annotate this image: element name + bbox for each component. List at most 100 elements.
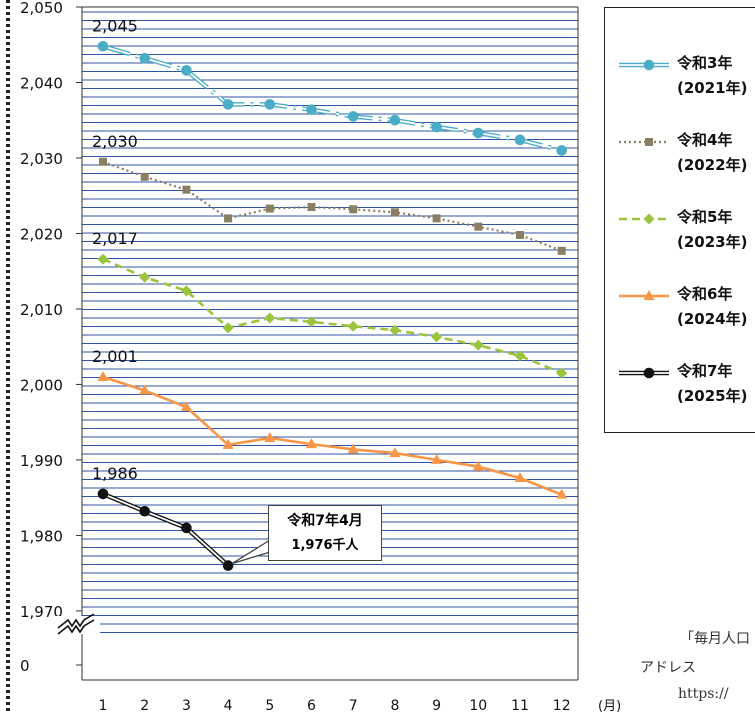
legend: 令和3年 (2021年) 令和4年 (2022年) 令和5年 (2023年) 令… — [604, 7, 755, 433]
data-point — [307, 203, 316, 212]
data-point — [431, 121, 442, 133]
data-point — [224, 214, 233, 223]
x-tick-label: 12 — [553, 698, 571, 713]
data-point — [264, 99, 276, 110]
x-tick-label: 3 — [182, 698, 191, 713]
legend-symbol-r3 — [619, 59, 669, 71]
y-tick-label: 2,020 — [20, 225, 63, 243]
data-point — [643, 59, 655, 71]
legend-item-r6: 令和6年 (2024年) — [605, 283, 755, 333]
data-point — [431, 331, 443, 343]
legend-year-r4: (2022年) — [677, 156, 748, 174]
data-point — [139, 505, 150, 517]
y-tick-label: 0 — [20, 657, 30, 675]
x-tick-label: 11 — [511, 698, 529, 713]
data-point — [473, 127, 484, 139]
labels-layer: 2,045 2,030 2,017 2,001 1,986 — [92, 16, 271, 565]
legend-symbol-r6 — [619, 290, 669, 300]
data-point — [347, 111, 359, 122]
data-point — [264, 312, 276, 324]
annotation-line1: 令和7年4月 — [287, 513, 363, 529]
data-point — [97, 370, 109, 381]
data-point — [139, 271, 151, 283]
legend-year-r6: (2024年) — [677, 310, 748, 328]
data-point — [347, 320, 359, 332]
data-point — [222, 560, 234, 571]
legend-symbol-r7 — [619, 367, 669, 379]
data-point — [181, 65, 192, 76]
x-tick-label: 1 — [99, 698, 108, 713]
series-first-value-label: 1,986 — [92, 464, 138, 483]
data-point — [222, 99, 234, 110]
data-point — [99, 157, 107, 166]
legend-symbol-r5 — [619, 213, 669, 225]
legend-name-r6: 令和6年 — [677, 285, 733, 303]
data-point — [140, 172, 149, 181]
x-tick-label: 2 — [140, 698, 149, 713]
source-note-line3: https:// — [678, 686, 729, 702]
data-point — [389, 324, 401, 336]
series-line-inner — [102, 45, 562, 152]
series-line-inner — [102, 493, 229, 567]
y-tick-label: 2,000 — [20, 376, 63, 394]
y-tick-label: 1,980 — [20, 527, 63, 545]
y-tick-label: 2,040 — [20, 74, 63, 92]
legend-name-r5: 令和5年 — [677, 208, 733, 226]
series-line — [102, 257, 563, 375]
annotation-line2: 1,976千人 — [291, 538, 359, 553]
data-point — [306, 316, 317, 328]
data-point — [222, 322, 234, 334]
legend-item-r5: 令和5年 (2023年) — [605, 206, 755, 256]
series-4 — [97, 370, 568, 499]
data-point — [432, 214, 441, 223]
data-point — [349, 205, 358, 214]
data-point — [97, 488, 109, 500]
data-point — [97, 253, 109, 265]
y-tick-label: 2,010 — [20, 301, 63, 319]
data-point — [431, 453, 443, 464]
legend-symbol-r4 — [619, 138, 669, 146]
data-point — [474, 222, 483, 231]
data-point — [180, 401, 192, 412]
legend-item-r3: 令和3年 (2021年) — [605, 52, 755, 102]
x-tick-label: 9 — [432, 698, 441, 713]
series-3 — [97, 253, 568, 379]
grid-lines — [82, 7, 578, 680]
data-point — [222, 438, 234, 449]
data-point — [514, 350, 526, 362]
legend-item-r4: 令和4年 (2022年) — [605, 129, 755, 179]
data-point — [514, 134, 526, 146]
series-line — [102, 375, 563, 496]
source-note-line2: アドレス — [640, 660, 696, 676]
data-point — [347, 443, 359, 454]
data-point — [265, 204, 274, 213]
legend-year-r7: (2025年) — [677, 387, 748, 405]
x-tick-label: 7 — [349, 698, 358, 713]
series-line — [102, 160, 563, 252]
data-point — [182, 185, 191, 194]
axis-break-squiggle-2 — [57, 619, 95, 635]
legend-year-r3: (2021年) — [677, 79, 748, 97]
y-tick-label: 1,970 — [20, 603, 63, 621]
legend-item-r7: 令和7年 (2025年) — [605, 360, 755, 410]
data-point — [556, 488, 568, 499]
data-point — [306, 104, 317, 115]
data-point — [180, 285, 192, 297]
data-point — [643, 290, 655, 300]
data-point — [645, 138, 653, 146]
x-unit-label: (月) — [598, 699, 621, 713]
series-first-value-label: 2,017 — [92, 229, 138, 248]
data-point — [389, 447, 401, 458]
axis-break-squiggle-1 — [57, 613, 95, 629]
annotation-callout: 令和7年4月 1,976千人 — [268, 505, 382, 561]
data-point — [516, 230, 524, 239]
series-first-value-label: 2,030 — [92, 132, 138, 151]
source-note-line1: 「毎月人口 — [680, 631, 750, 647]
x-tick-label: 8 — [390, 698, 399, 713]
data-point — [306, 438, 317, 449]
series-2 — [99, 157, 566, 255]
data-point — [181, 522, 192, 534]
legend-name-r4: 令和4年 — [677, 131, 733, 149]
data-point — [390, 208, 399, 217]
